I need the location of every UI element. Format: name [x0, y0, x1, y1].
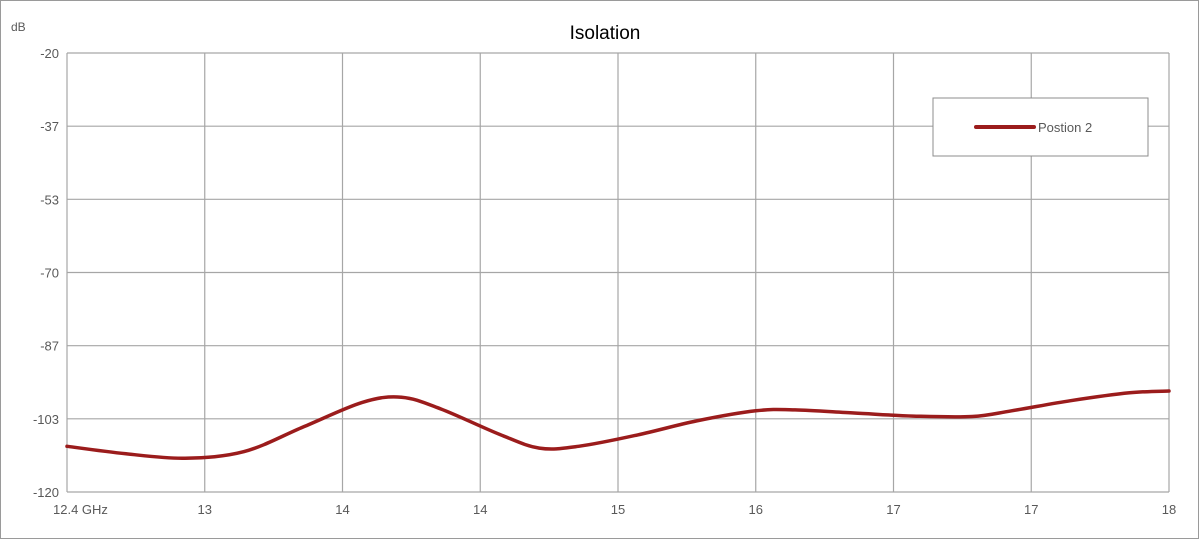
- y-tick-label: -53: [40, 192, 59, 207]
- series-line-postion-2: [65, 389, 1171, 460]
- x-tick-label: 14: [473, 502, 487, 517]
- series-layer: [65, 389, 1171, 460]
- legend-box: [932, 97, 1149, 157]
- x-tick-label: 18: [1162, 502, 1176, 517]
- x-tick-label: 16: [749, 502, 763, 517]
- tick-layer: -20 -37 -53 -70 -87 -103 -120 12.4 GHz 13 14 14 15 1…: [33, 46, 1176, 517]
- y-tick-label: -103: [33, 412, 59, 427]
- legend-label: Postion 2: [1038, 120, 1092, 135]
- grid-layer: [66, 52, 1170, 493]
- x-tick-label: 15: [611, 502, 625, 517]
- chart-title: Isolation: [570, 23, 641, 44]
- legend: Postion 2: [932, 97, 1149, 157]
- x-tick-label: 12.4 GHz: [53, 502, 108, 517]
- y-axis-unit-label: dB: [11, 20, 26, 34]
- y-tick-label: -70: [40, 266, 59, 281]
- x-tick-label: 13: [198, 502, 212, 517]
- y-tick-label: -87: [40, 339, 59, 354]
- x-tick-label: 17: [1024, 502, 1038, 517]
- y-tick-label: -37: [40, 119, 59, 134]
- x-tick-label: 17: [886, 502, 900, 517]
- y-tick-label: -120: [33, 485, 59, 500]
- x-tick-label: 14: [335, 502, 349, 517]
- y-tick-label: -20: [40, 46, 59, 61]
